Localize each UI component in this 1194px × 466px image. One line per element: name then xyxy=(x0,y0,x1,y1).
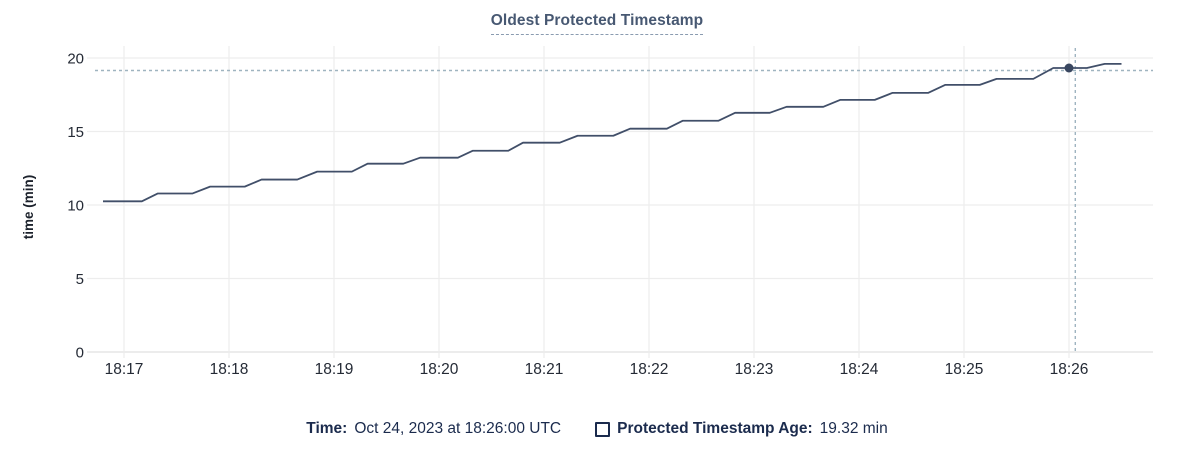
series-value: 19.32 min xyxy=(819,420,888,437)
grid-lines xyxy=(87,46,1153,358)
series-label: Protected Timestamp Age: xyxy=(617,420,813,437)
crosshair-lines xyxy=(95,48,1153,352)
svg-text:18:24: 18:24 xyxy=(840,361,879,378)
svg-text:0: 0 xyxy=(76,345,84,362)
legend-series-toggle[interactable]: Protected Timestamp Age: xyxy=(595,420,813,438)
y-axis-label: time (min) xyxy=(21,175,36,240)
series-swatch-icon xyxy=(595,421,611,437)
x-axis-tick-labels: 18:17 18:18 18:19 18:20 18:21 18:22 18:23 18:24… xyxy=(105,361,1089,378)
tooltip-legend: Time: Oct 24, 2023 at 18:26:00 UTC Prote… xyxy=(0,420,1194,438)
svg-text:20: 20 xyxy=(67,51,84,68)
hovered-data-point xyxy=(1064,63,1074,73)
y-axis-tick-labels: 0 5 10 15 20 xyxy=(67,51,84,362)
svg-text:18:23: 18:23 xyxy=(735,361,774,378)
svg-text:18:25: 18:25 xyxy=(945,361,984,378)
time-label: Time: xyxy=(306,420,348,437)
svg-text:18:21: 18:21 xyxy=(525,361,564,378)
time-value: Oct 24, 2023 at 18:26:00 UTC xyxy=(354,420,562,437)
series-line xyxy=(103,62,1122,203)
svg-text:18:26: 18:26 xyxy=(1050,361,1089,378)
svg-text:10: 10 xyxy=(67,198,84,215)
svg-text:15: 15 xyxy=(67,124,84,141)
chart-title[interactable]: Oldest Protected Timestamp xyxy=(490,12,704,35)
svg-text:18:18: 18:18 xyxy=(210,361,249,378)
svg-text:18:19: 18:19 xyxy=(315,361,354,378)
svg-text:18:17: 18:17 xyxy=(105,361,144,378)
chart-header: Oldest Protected Timestamp xyxy=(0,12,1194,35)
svg-text:18:20: 18:20 xyxy=(420,361,459,378)
svg-text:5: 5 xyxy=(76,271,84,288)
svg-text:18:22: 18:22 xyxy=(630,361,669,378)
